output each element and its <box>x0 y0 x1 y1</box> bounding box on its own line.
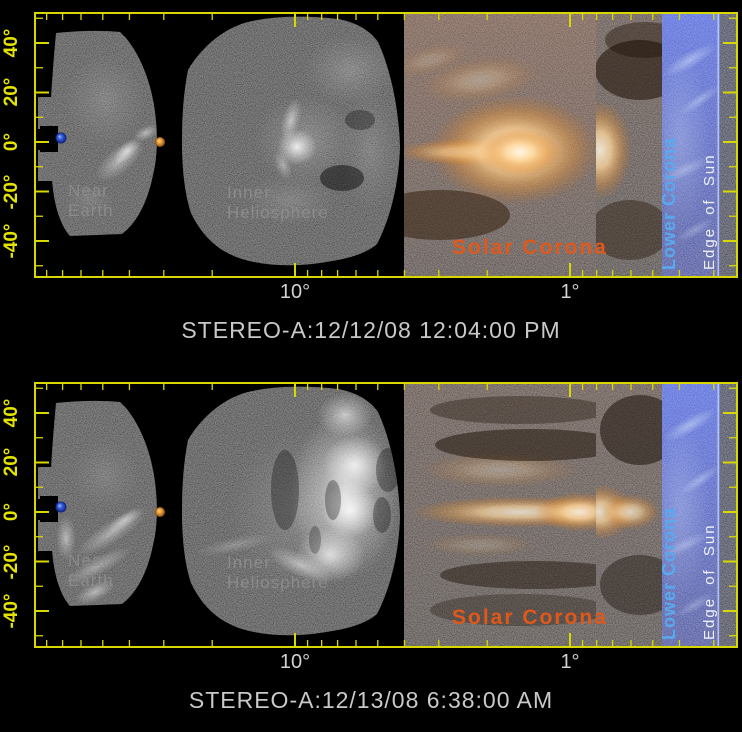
y-tick-label-20: 20° <box>1 77 22 107</box>
panel-1-caption: STEREO-A:12/12/08 12:04:00 PM <box>181 317 561 343</box>
panel-1-plot <box>34 12 738 278</box>
axis-ticks <box>36 384 736 646</box>
solar-corona-label: Solar Corona <box>452 236 608 259</box>
near-earth-label: Near Earth <box>68 551 114 590</box>
y-tick-label-m20: -20° <box>1 544 22 580</box>
inner-heliosphere-label: Inner Heliosphere <box>227 553 329 592</box>
y-tick-label-m40: -40° <box>1 223 22 259</box>
planet-marker <box>155 137 165 147</box>
near-earth-label: Near Earth <box>68 181 114 220</box>
panel-2-caption: STEREO-A:12/13/08 6:38:00 AM <box>188 687 554 713</box>
solar-corona-label: Solar Corona <box>452 606 608 629</box>
axis-frame <box>34 12 738 278</box>
planet-marker <box>155 507 165 517</box>
lower-corona-label: Lower Corona <box>659 506 679 640</box>
x-tick-label-1: 1° <box>560 281 580 303</box>
y-tick-label-40: 40° <box>1 398 22 428</box>
x-tick-label-10: 10° <box>279 651 311 673</box>
y-tick-label-40: 40° <box>1 28 22 58</box>
y-tick-label-m40: -40° <box>1 593 22 629</box>
inner-heliosphere-label: Inner Heliosphere <box>227 183 329 222</box>
x-tick-label-10: 10° <box>279 281 311 303</box>
x-tick-label-1: 1° <box>560 651 580 673</box>
lower-corona-label: Lower Corona <box>659 136 679 270</box>
axis-ticks <box>36 14 736 276</box>
panel-2-plot <box>34 382 738 648</box>
y-tick-label-m20: -20° <box>1 174 22 210</box>
y-tick-label-20: 20° <box>1 447 22 477</box>
earth-marker <box>55 501 67 513</box>
earth-marker <box>55 132 67 144</box>
axis-frame <box>34 382 738 648</box>
y-tick-label-0: 0° <box>1 132 22 152</box>
edge-of-sun-label: Edge of Sun <box>701 153 718 270</box>
edge-of-sun-label: Edge of Sun <box>701 523 718 640</box>
y-tick-label-0: 0° <box>1 502 22 522</box>
